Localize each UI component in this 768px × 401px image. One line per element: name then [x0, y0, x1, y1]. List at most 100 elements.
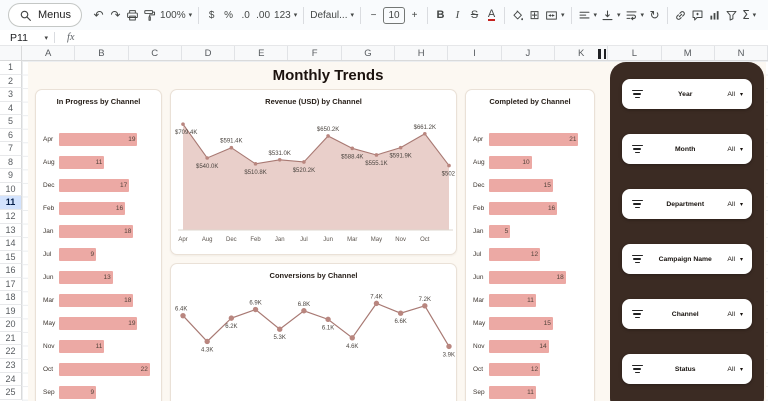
row-header-19[interactable]: 19: [0, 304, 22, 319]
row-header-16[interactable]: 16: [0, 264, 22, 278]
column-header-F[interactable]: F: [288, 46, 342, 60]
redo-button[interactable]: ↷: [107, 4, 124, 26]
bar[interactable]: 16: [489, 202, 558, 215]
italic-button[interactable]: I: [449, 4, 466, 26]
data-point-marker[interactable]: [302, 160, 306, 164]
format-percent-button[interactable]: %: [220, 4, 237, 26]
bar[interactable]: 18: [59, 294, 134, 307]
column-header-H[interactable]: H: [395, 46, 449, 60]
row-header-18[interactable]: 18: [0, 291, 22, 305]
column-header-M[interactable]: M: [662, 46, 715, 60]
insert-chart-button[interactable]: [706, 4, 723, 26]
data-point-marker[interactable]: [447, 163, 451, 168]
row-header-10[interactable]: 10: [0, 182, 22, 197]
data-point-marker[interactable]: [205, 156, 209, 160]
paint-format-button[interactable]: [141, 4, 158, 26]
font-size-input[interactable]: 10: [383, 6, 405, 24]
data-point-marker[interactable]: [423, 131, 427, 136]
bar[interactable]: 9: [59, 386, 97, 399]
bar[interactable]: 15: [489, 317, 553, 330]
number-format-button[interactable]: 123 ▾: [272, 4, 299, 26]
data-point-marker[interactable]: [349, 335, 355, 341]
increase-font-size-button[interactable]: +: [406, 4, 423, 26]
chart-card-conversions[interactable]: Conversions by Channel 6.4K 4.3K 6.2K 6.9K 5…: [170, 263, 457, 401]
row-header-23[interactable]: 23: [0, 359, 22, 373]
filter-status[interactable]: Status All ▾: [622, 354, 752, 384]
column-header-J[interactable]: J: [502, 46, 555, 60]
column-header-G[interactable]: G: [342, 46, 396, 60]
data-point-marker[interactable]: [398, 145, 403, 150]
bar[interactable]: 11: [489, 294, 536, 307]
row-header-21[interactable]: 21: [0, 331, 22, 346]
print-button[interactable]: [124, 4, 141, 26]
row-header-8[interactable]: 8: [0, 155, 22, 170]
row-header-24[interactable]: 24: [0, 372, 22, 387]
row-header-12[interactable]: 12: [0, 210, 22, 224]
data-point-marker[interactable]: [228, 315, 235, 321]
row-header-2[interactable]: 2: [0, 74, 22, 89]
data-point-marker[interactable]: [374, 153, 379, 157]
data-point-marker[interactable]: [277, 158, 282, 162]
row-header-9[interactable]: 9: [0, 169, 22, 183]
decrease-font-size-button[interactable]: −: [365, 4, 382, 26]
menus-button[interactable]: Menus: [8, 3, 83, 27]
bar[interactable]: 22: [59, 363, 150, 376]
text-color-button[interactable]: A: [483, 4, 500, 26]
row-header-14[interactable]: 14: [0, 237, 22, 251]
column-header-I[interactable]: I: [448, 46, 502, 60]
horizontal-align-button[interactable]: ▾: [576, 4, 600, 26]
data-point-marker[interactable]: [373, 300, 380, 307]
row-header-5[interactable]: 5: [0, 115, 22, 129]
bar[interactable]: 11: [59, 156, 105, 169]
borders-button[interactable]: ⊞: [526, 4, 543, 26]
bar[interactable]: 10: [489, 156, 532, 169]
text-wrap-button[interactable]: ▾: [623, 4, 647, 26]
insert-comment-button[interactable]: [689, 4, 706, 26]
data-point-marker[interactable]: [277, 326, 283, 332]
row-header-1[interactable]: 1: [0, 61, 22, 75]
bar[interactable]: 18: [59, 225, 134, 238]
text-rotation-button[interactable]: ↻: [646, 4, 663, 26]
formula-input[interactable]: [75, 30, 768, 45]
column-header-N[interactable]: N: [715, 46, 768, 60]
bold-button[interactable]: B: [432, 4, 449, 26]
data-point-marker[interactable]: [350, 146, 355, 151]
data-point-marker[interactable]: [229, 145, 234, 150]
filter-year[interactable]: Year All ▾: [622, 79, 752, 109]
data-point-marker[interactable]: [397, 310, 404, 316]
bar[interactable]: 11: [59, 340, 105, 353]
data-point-marker[interactable]: [326, 134, 330, 138]
bar[interactable]: 21: [489, 133, 579, 146]
grid[interactable]: Monthly Trends In Progress by Channel Ap…: [22, 61, 768, 401]
bar[interactable]: 9: [59, 248, 97, 261]
data-point-marker[interactable]: [181, 122, 185, 126]
create-filter-button[interactable]: [723, 4, 740, 26]
zoom-select[interactable]: 100% ▾: [158, 4, 194, 26]
vertical-align-button[interactable]: ▾: [599, 4, 623, 26]
undo-button[interactable]: ↶: [90, 4, 107, 26]
insert-link-button[interactable]: [672, 4, 689, 26]
column-header-A[interactable]: A: [22, 46, 76, 60]
filter-channel[interactable]: Channel All ▾: [622, 299, 752, 329]
filter-month[interactable]: Month All ▾: [622, 134, 752, 164]
data-point-marker[interactable]: [252, 306, 259, 313]
bar[interactable]: 18: [489, 271, 566, 284]
format-currency-button[interactable]: $: [203, 4, 220, 26]
row-header-4[interactable]: 4: [0, 101, 22, 116]
filter-campaign-name[interactable]: Campaign Name All ▾: [622, 244, 752, 274]
row-header-15[interactable]: 15: [0, 250, 22, 265]
bar[interactable]: 19: [59, 317, 138, 330]
column-header-L[interactable]: L: [608, 46, 662, 60]
row-header-7[interactable]: 7: [0, 142, 22, 156]
row-header-22[interactable]: 22: [0, 345, 22, 360]
data-point-marker[interactable]: [180, 312, 186, 319]
chart-card-revenue[interactable]: Revenue (USD) by Channel $709.4K $540.0K $…: [170, 89, 457, 255]
chart-card-in-progress[interactable]: In Progress by Channel Apr 19 Aug 11 Dec 17 Fe…: [35, 89, 162, 401]
column-header-B[interactable]: B: [75, 46, 129, 60]
data-point-marker[interactable]: [301, 308, 307, 314]
row-header-6[interactable]: 6: [0, 128, 22, 143]
column-header-K[interactable]: K: [555, 46, 609, 60]
bar[interactable]: 15: [489, 179, 553, 192]
merge-cells-button[interactable]: ▾: [543, 4, 567, 26]
fill-color-button[interactable]: [509, 4, 526, 26]
